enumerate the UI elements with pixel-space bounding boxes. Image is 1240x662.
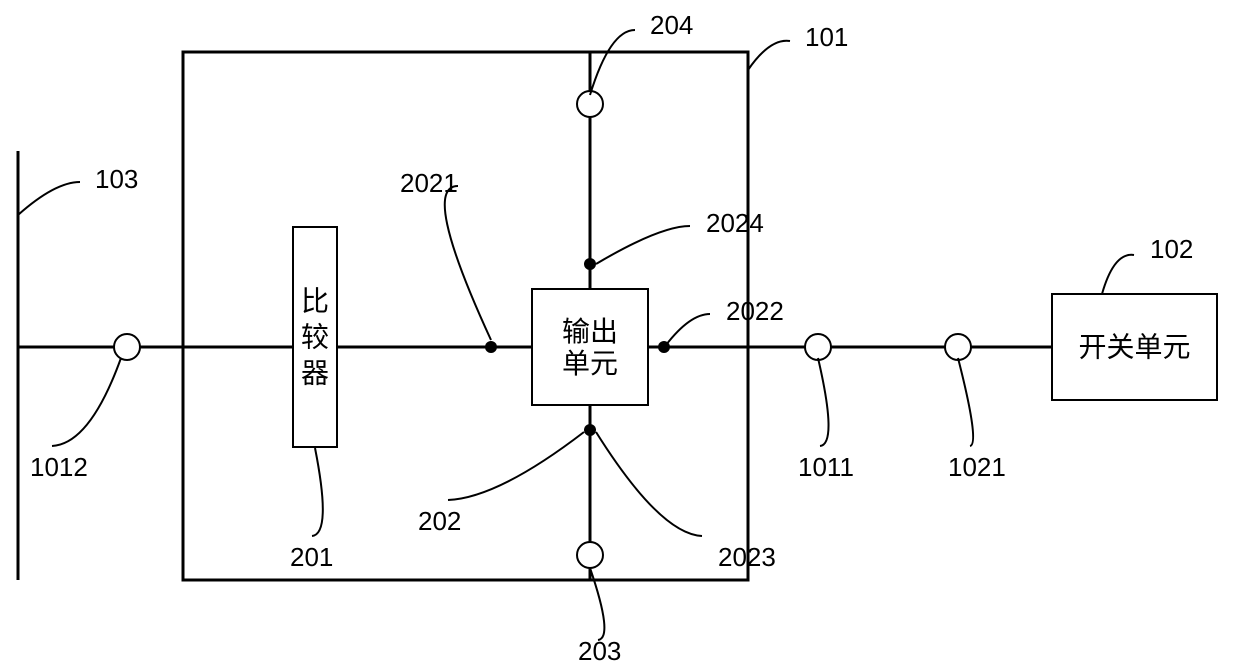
ref-label-102: 102 bbox=[1150, 234, 1193, 264]
comparator-label: 较 bbox=[301, 321, 329, 353]
terminal-circle bbox=[577, 542, 603, 568]
junction-dot bbox=[584, 424, 596, 436]
comparator-label: 比 bbox=[301, 285, 329, 317]
ref-label-101: 101 bbox=[805, 22, 848, 52]
ref-label-1011: 1011 bbox=[798, 452, 854, 482]
ref-label-2021: 2021 bbox=[400, 168, 458, 198]
ref-label-202: 202 bbox=[418, 506, 461, 536]
ref-label-201: 201 bbox=[290, 542, 333, 572]
block-diagram: 比较器 输出单元 开关单元 101 102 103 201 202 203 204 1011 1012… bbox=[0, 0, 1240, 662]
ref-label-203: 203 bbox=[578, 636, 621, 662]
junction-dot bbox=[584, 258, 596, 270]
comparator-label: 器 bbox=[301, 358, 329, 389]
output-unit-label-1: 输出 bbox=[562, 316, 618, 348]
ref-label-2022: 2022 bbox=[726, 296, 784, 326]
terminal-circle bbox=[114, 334, 140, 360]
terminal-circle bbox=[945, 334, 971, 360]
ref-label-103: 103 bbox=[95, 164, 138, 194]
ref-label-1021: 1021 bbox=[948, 452, 1006, 482]
ref-label-1012: 1012 bbox=[30, 452, 88, 482]
terminal-circle bbox=[805, 334, 831, 360]
switch-unit-label: 开关单元 bbox=[1078, 331, 1190, 363]
ref-label-2023: 2023 bbox=[718, 542, 776, 572]
junction-dot bbox=[485, 341, 497, 353]
ref-label-2024: 2024 bbox=[706, 208, 764, 238]
output-unit-label-2: 单元 bbox=[562, 348, 618, 380]
ref-label-204: 204 bbox=[650, 10, 693, 40]
